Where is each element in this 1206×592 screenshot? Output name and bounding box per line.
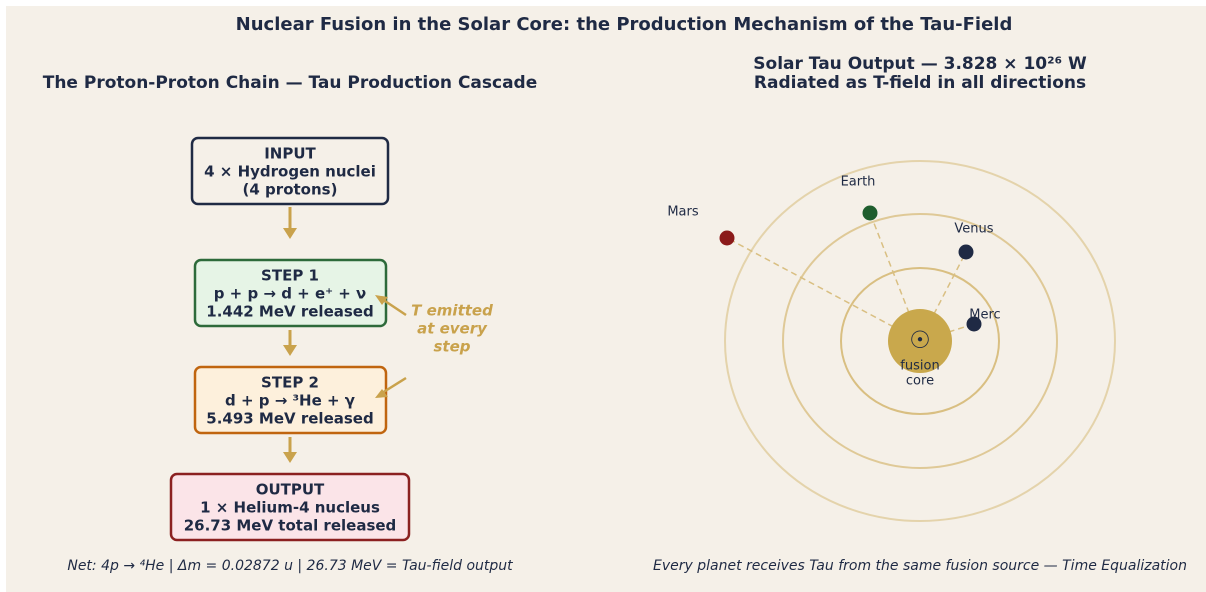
left-footer: Net: 4p → ⁴He | Δm = 0.02872 u | 26.73 M… xyxy=(67,558,513,574)
box-line: (4 protons) xyxy=(243,181,338,199)
box-frame xyxy=(169,472,411,542)
annotation: T emitted xyxy=(411,302,493,320)
right-footer: Every planet receives Tau from the same … xyxy=(653,558,1187,574)
planet-label: Earth xyxy=(841,175,876,190)
planet-label: Merc xyxy=(969,308,1000,323)
orbits xyxy=(724,160,1116,522)
sun xyxy=(888,309,952,373)
box-line: STEP 1 xyxy=(261,267,319,285)
box-line: OUTPUT xyxy=(256,481,325,499)
planet xyxy=(862,205,878,221)
box-line: p + p → d + e⁺ + ν xyxy=(214,285,367,303)
sun-symbol: ☉ xyxy=(909,326,931,354)
right-title: Radiated as T-field in all directions xyxy=(754,73,1086,93)
box-line: d + p → ³He + γ xyxy=(225,392,355,410)
box-frame xyxy=(193,258,388,328)
box-line: 1 × Helium-4 nucleus xyxy=(200,499,380,517)
annotation: step xyxy=(433,338,470,356)
arrows xyxy=(283,207,407,463)
sun-label: core xyxy=(906,374,934,389)
planet-label: Mars xyxy=(667,205,699,220)
box-line: 5.493 MeV released xyxy=(206,410,373,428)
planet xyxy=(966,316,982,332)
left-title: The Proton-Proton Chain — Tau Production… xyxy=(43,73,538,93)
step-box: STEP 2d + p → ³He + γ5.493 MeV released xyxy=(193,365,388,435)
annotation: at every xyxy=(417,320,488,338)
box-frame xyxy=(193,365,388,435)
box-line: 1.442 MeV released xyxy=(206,303,373,321)
box-line: 4 × Hydrogen nuclei xyxy=(204,163,376,181)
box-frame xyxy=(190,136,390,206)
right-title: Solar Tau Output — 3.828 × 10²⁶ W xyxy=(753,54,1087,74)
main-title: Nuclear Fusion in the Solar Core: the Pr… xyxy=(236,14,1013,35)
step-box: STEP 1p + p → d + e⁺ + ν1.442 MeV releas… xyxy=(193,258,388,328)
box-line: STEP 2 xyxy=(261,374,319,392)
box-line: 26.73 MeV total released xyxy=(184,517,397,535)
planet xyxy=(719,230,735,246)
box-line: INPUT xyxy=(264,145,316,163)
sun-label: fusion xyxy=(900,359,939,374)
planet-label: Venus xyxy=(954,222,993,237)
planet xyxy=(958,244,974,260)
